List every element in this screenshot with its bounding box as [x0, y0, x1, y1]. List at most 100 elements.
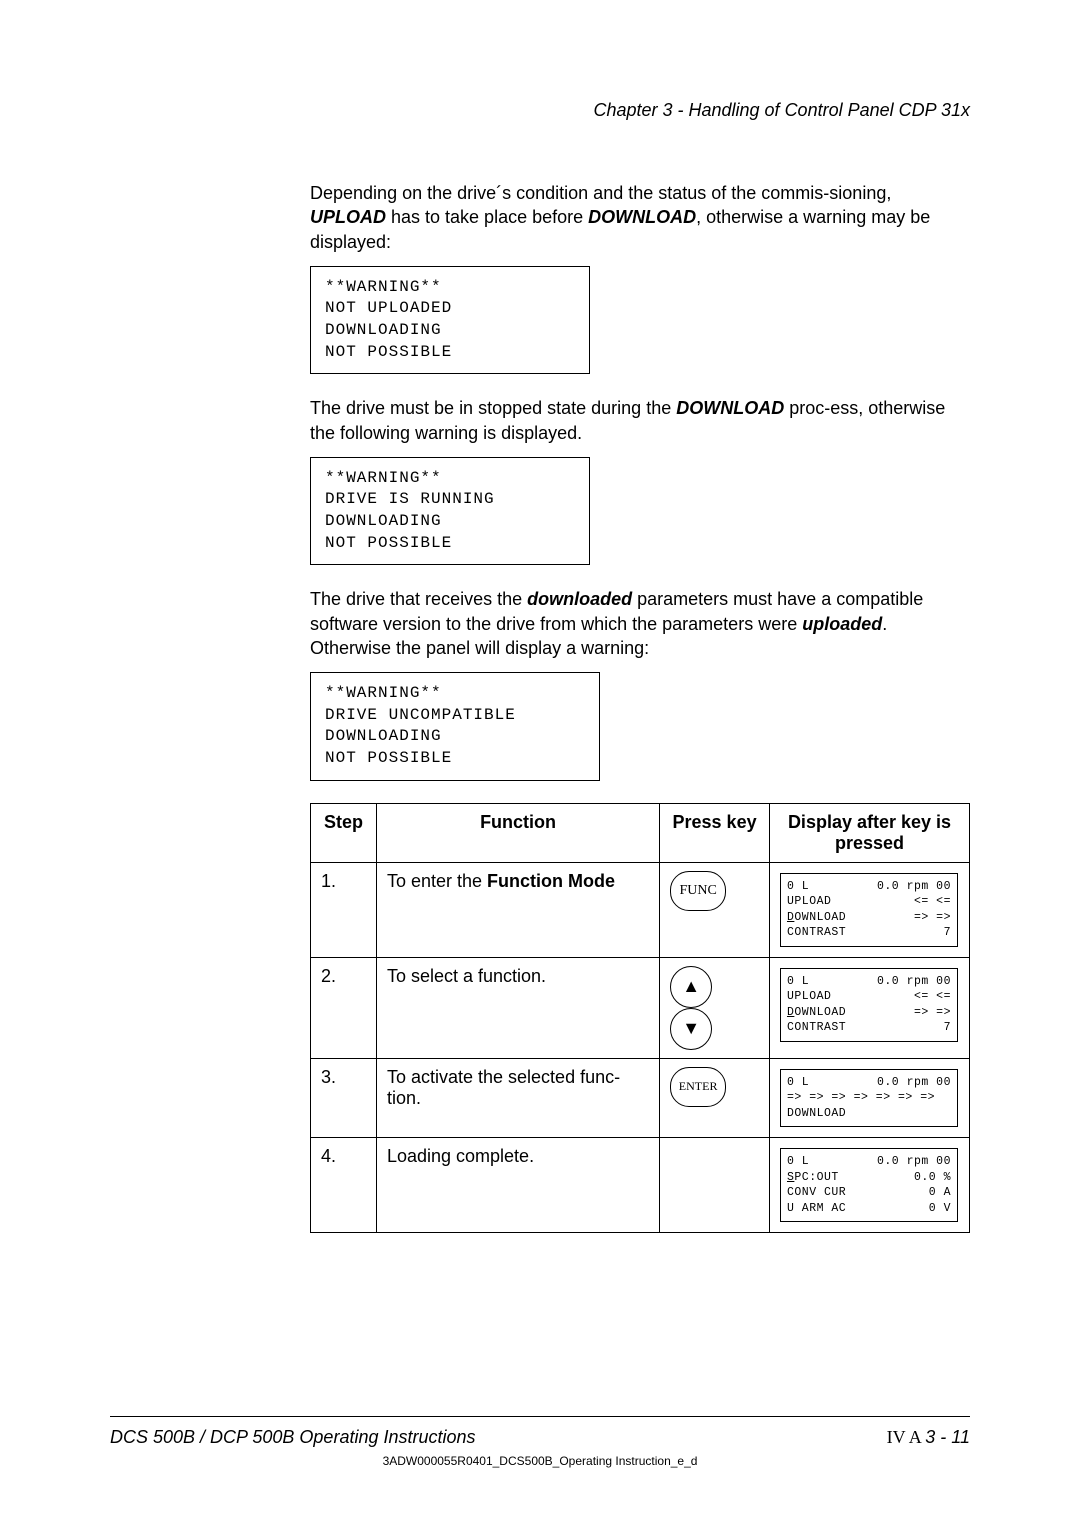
warning-box-2: **WARNING** DRIVE IS RUNNING DOWNLOADING… [310, 457, 590, 565]
disp-text: <= <= [914, 989, 951, 1005]
function-text: To enter the Function Mode [376, 862, 659, 957]
table-row: 4. Loading complete. 0 L 0.0 rpm 00 SPC:O… [311, 1138, 970, 1233]
col-step: Step [311, 803, 377, 862]
table-row: 1. To enter the Function Mode FUNC 0 L 0.… [311, 862, 970, 957]
disp-text: DOWNLOAD [787, 1005, 846, 1021]
disp-text: 7 [944, 925, 951, 941]
arrow-up-key-icon [670, 966, 712, 1008]
text-bold: downloaded [527, 589, 632, 609]
function-text: To activate the selected func-tion. [376, 1058, 659, 1138]
disp-text: 0 V [929, 1201, 951, 1217]
warning-line: **WARNING** [325, 468, 575, 490]
warning-line: DRIVE UNCOMPATIBLE [325, 705, 585, 727]
footer-rule [110, 1416, 970, 1417]
display-cell: 0 L0.0 rpm 00 UPLOAD<= <= DOWNLOAD=> => … [769, 862, 969, 957]
text-bold: uploaded [802, 614, 882, 634]
disp-text: 7 [944, 1020, 951, 1036]
disp-text: 0.0 rpm 00 [877, 1075, 951, 1091]
footer-page-roman: IV A [887, 1427, 926, 1447]
table-row: 3. To activate the selected func-tion. E… [311, 1058, 970, 1138]
disp-text: U ARM AC [787, 1201, 846, 1217]
disp-text: CONTRAST [787, 1020, 846, 1036]
body-content: Depending on the drive´s condition and t… [310, 181, 970, 1233]
table-row: 2. To select a function. 0 L 0.0 rpm 00 U… [311, 957, 970, 1058]
display-cell: 0 L0.0 rpm 00 UPLOAD<= <= DOWNLOAD=> => … [769, 957, 969, 1058]
display-box: 0 L 0.0 rpm 00 SPC:OUT 0.0 % CONV CUR 0 A U… [780, 1148, 958, 1222]
text-bold: DOWNLOAD [588, 207, 696, 227]
paragraph-3: The drive that receives the downloaded p… [310, 587, 970, 660]
disp-text: UPLOAD [787, 894, 831, 910]
warning-box-3: **WARNING** DRIVE UNCOMPATIBLE DOWNLOADI… [310, 672, 600, 780]
disp-text: 0 L [787, 974, 809, 990]
disp-text: => => [914, 1005, 951, 1021]
text-bold: Function Mode [487, 871, 615, 891]
disp-text: 0.0 rpm 00 [877, 974, 951, 990]
disp-text: CONTRAST [787, 925, 846, 941]
step-number: 2. [311, 957, 377, 1058]
enter-key-icon: ENTER [670, 1067, 726, 1107]
text: has to take place before [386, 207, 588, 227]
page: Chapter 3 - Handling of Control Panel CD… [0, 0, 1080, 1528]
col-display: Display after key is pressed [769, 803, 969, 862]
footer-row: DCS 500B / DCP 500B Operating Instructio… [110, 1427, 970, 1448]
disp-text: DOWNLOAD [787, 910, 846, 926]
press-key-cell [660, 957, 770, 1058]
step-number: 4. [311, 1138, 377, 1233]
disp-text: 0 L [787, 1154, 809, 1170]
disp-text: => => => => => => => [787, 1090, 935, 1106]
disp-text: SPC:OUT [787, 1170, 839, 1186]
footer-page-num: 3 - 11 [925, 1427, 970, 1447]
disp-text: 0.0 rpm 00 [877, 879, 951, 895]
paragraph-1: Depending on the drive´s condition and t… [310, 181, 970, 254]
disp-text: 0 A [929, 1185, 951, 1201]
display-box: 0 L0.0 rpm 00 UPLOAD<= <= DOWNLOAD=> => … [780, 873, 958, 947]
disp-text: 0.0 rpm 00 [877, 1154, 951, 1170]
disp-text: 0.0 % [914, 1170, 951, 1186]
warning-line: NOT POSSIBLE [325, 342, 575, 364]
disp-text: UPLOAD [787, 989, 831, 1005]
press-key-cell [660, 1138, 770, 1233]
warning-line: NOT POSSIBLE [325, 748, 585, 770]
footer-title: DCS 500B / DCP 500B Operating Instructio… [110, 1427, 476, 1448]
disp-text: => => [914, 910, 951, 926]
warning-box-1: **WARNING** NOT UPLOADED DOWNLOADING NOT… [310, 266, 590, 374]
text: Depending on the drive´s condition and t… [310, 183, 891, 203]
footer-docid: 3ADW000055R0401_DCS500B_Operating Instru… [110, 1454, 970, 1468]
disp-text: CONV CUR [787, 1185, 846, 1201]
warning-line: **WARNING** [325, 277, 575, 299]
text-bold: DOWNLOAD [676, 398, 784, 418]
arrow-down-key-icon [670, 1008, 712, 1050]
display-box: 0 L 0.0 rpm 00 => => => => => => => DOWNL… [780, 1069, 958, 1128]
function-text: To select a function. [376, 957, 659, 1058]
step-number: 1. [311, 862, 377, 957]
steps-table: Step Function Press key Display after ke… [310, 803, 970, 1234]
warning-line: DRIVE IS RUNNING [325, 489, 575, 511]
display-cell: 0 L 0.0 rpm 00 => => => => => => => DOWNL… [769, 1058, 969, 1138]
warning-line: DOWNLOADING [325, 511, 575, 533]
disp-text: 0 L [787, 879, 809, 895]
text: The drive must be in stopped state durin… [310, 398, 676, 418]
warning-line: **WARNING** [325, 683, 585, 705]
press-key-cell: ENTER [660, 1058, 770, 1138]
footer-page: IV A 3 - 11 [887, 1427, 970, 1448]
page-footer: DCS 500B / DCP 500B Operating Instructio… [110, 1416, 970, 1468]
press-key-cell: FUNC [660, 862, 770, 957]
text: To enter the [387, 871, 487, 891]
table-header-row: Step Function Press key Display after ke… [311, 803, 970, 862]
disp-text: DOWNLOAD [787, 1106, 846, 1122]
warning-line: DOWNLOADING [325, 726, 585, 748]
disp-text: 0 L [787, 1075, 809, 1091]
text-bold: UPLOAD [310, 207, 386, 227]
warning-line: NOT UPLOADED [325, 298, 575, 320]
warning-line: DOWNLOADING [325, 320, 575, 342]
step-number: 3. [311, 1058, 377, 1138]
func-key-icon: FUNC [670, 871, 726, 911]
paragraph-2: The drive must be in stopped state durin… [310, 396, 970, 445]
function-text: Loading complete. [376, 1138, 659, 1233]
col-function: Function [376, 803, 659, 862]
disp-text: <= <= [914, 894, 951, 910]
display-box: 0 L0.0 rpm 00 UPLOAD<= <= DOWNLOAD=> => … [780, 968, 958, 1042]
warning-line: NOT POSSIBLE [325, 533, 575, 555]
chapter-header: Chapter 3 - Handling of Control Panel CD… [110, 100, 970, 121]
display-cell: 0 L 0.0 rpm 00 SPC:OUT 0.0 % CONV CUR 0 A U… [769, 1138, 969, 1233]
